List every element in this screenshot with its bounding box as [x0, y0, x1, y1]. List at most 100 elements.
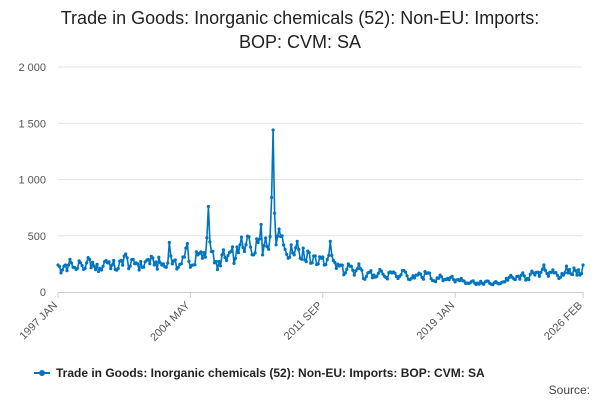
data-point[interactable]: [307, 251, 311, 255]
data-point[interactable]: [462, 279, 466, 283]
data-point[interactable]: [551, 268, 555, 272]
data-point[interactable]: [169, 254, 173, 258]
data-point[interactable]: [241, 245, 245, 250]
data-point[interactable]: [203, 255, 207, 259]
data-point[interactable]: [221, 248, 226, 252]
data-point[interactable]: [363, 277, 367, 281]
data-point[interactable]: [264, 236, 268, 240]
data-point[interactable]: [110, 263, 114, 267]
data-point[interactable]: [256, 240, 260, 245]
data-point[interactable]: [522, 274, 526, 278]
data-point[interactable]: [258, 237, 262, 241]
data-point[interactable]: [280, 234, 284, 238]
data-point[interactable]: [128, 264, 132, 268]
data-point[interactable]: [142, 265, 146, 269]
data-point[interactable]: [173, 258, 177, 262]
data-point[interactable]: [527, 278, 531, 282]
data-point[interactable]: [151, 256, 155, 260]
data-point[interactable]: [403, 270, 408, 274]
data-point[interactable]: [447, 278, 451, 282]
data-point[interactable]: [349, 264, 353, 268]
data-point[interactable]: [274, 243, 278, 247]
data-point[interactable]: [200, 256, 204, 260]
data-point[interactable]: [226, 253, 230, 258]
data-point[interactable]: [223, 255, 227, 260]
data-point[interactable]: [321, 255, 325, 259]
data-point[interactable]: [95, 262, 99, 266]
data-point[interactable]: [66, 263, 71, 267]
data-point[interactable]: [185, 242, 189, 246]
data-point[interactable]: [112, 258, 116, 263]
data-point[interactable]: [288, 255, 292, 259]
data-point[interactable]: [152, 263, 156, 267]
data-point[interactable]: [450, 274, 454, 278]
data-point[interactable]: [375, 274, 379, 278]
data-point[interactable]: [270, 195, 274, 200]
data-point[interactable]: [217, 259, 221, 264]
data-point[interactable]: [351, 268, 355, 272]
data-point[interactable]: [229, 249, 233, 254]
data-point[interactable]: [104, 258, 108, 263]
data-point[interactable]: [343, 271, 347, 275]
data-point[interactable]: [579, 271, 584, 276]
data-point[interactable]: [265, 245, 269, 249]
data-point[interactable]: [355, 267, 359, 271]
data-point[interactable]: [360, 268, 364, 272]
data-point[interactable]: [558, 275, 563, 279]
data-point[interactable]: [304, 260, 308, 264]
data-point[interactable]: [409, 276, 414, 280]
data-point[interactable]: [310, 261, 314, 265]
data-point[interactable]: [292, 253, 296, 257]
data-point[interactable]: [324, 263, 328, 267]
data-point[interactable]: [214, 259, 218, 264]
data-point[interactable]: [364, 274, 368, 278]
data-point[interactable]: [412, 276, 417, 280]
data-point[interactable]: [405, 274, 409, 278]
data-point[interactable]: [253, 251, 257, 255]
data-point[interactable]: [555, 273, 560, 277]
data-point[interactable]: [125, 256, 129, 260]
data-point[interactable]: [334, 266, 338, 270]
data-point[interactable]: [521, 271, 525, 275]
data-point[interactable]: [57, 264, 62, 269]
data-point[interactable]: [193, 263, 197, 267]
data-point[interactable]: [262, 243, 266, 248]
data-point[interactable]: [127, 267, 131, 271]
data-point[interactable]: [540, 267, 545, 271]
data-point[interactable]: [471, 279, 475, 283]
data-point[interactable]: [434, 280, 438, 284]
data-point[interactable]: [199, 250, 203, 254]
data-point[interactable]: [370, 276, 374, 280]
data-point[interactable]: [148, 262, 152, 266]
legend[interactable]: Trade in Goods: Inorganic chemicals (52)…: [34, 366, 485, 380]
data-point[interactable]: [91, 260, 95, 264]
data-point[interactable]: [376, 271, 380, 275]
data-point[interactable]: [249, 245, 253, 249]
data-point[interactable]: [259, 222, 263, 227]
data-point[interactable]: [187, 259, 191, 263]
data-point[interactable]: [109, 267, 113, 271]
data-point[interactable]: [242, 249, 247, 254]
data-point[interactable]: [89, 266, 93, 270]
data-point[interactable]: [313, 254, 317, 258]
data-point[interactable]: [184, 246, 188, 250]
data-point[interactable]: [452, 278, 456, 282]
data-point[interactable]: [421, 277, 426, 281]
data-point[interactable]: [345, 267, 349, 271]
data-point[interactable]: [379, 269, 383, 273]
data-point[interactable]: [294, 246, 298, 250]
data-point[interactable]: [88, 257, 92, 261]
data-point[interactable]: [80, 264, 84, 268]
data-point[interactable]: [166, 261, 170, 265]
data-point[interactable]: [276, 234, 280, 238]
data-point[interactable]: [393, 271, 397, 275]
data-point[interactable]: [572, 266, 576, 270]
data-point[interactable]: [161, 262, 165, 266]
data-point[interactable]: [65, 269, 69, 273]
data-point[interactable]: [76, 266, 80, 270]
data-point[interactable]: [328, 239, 332, 243]
data-point[interactable]: [218, 264, 223, 268]
data-point[interactable]: [549, 270, 554, 274]
data-point[interactable]: [537, 274, 542, 278]
data-point[interactable]: [131, 257, 135, 262]
